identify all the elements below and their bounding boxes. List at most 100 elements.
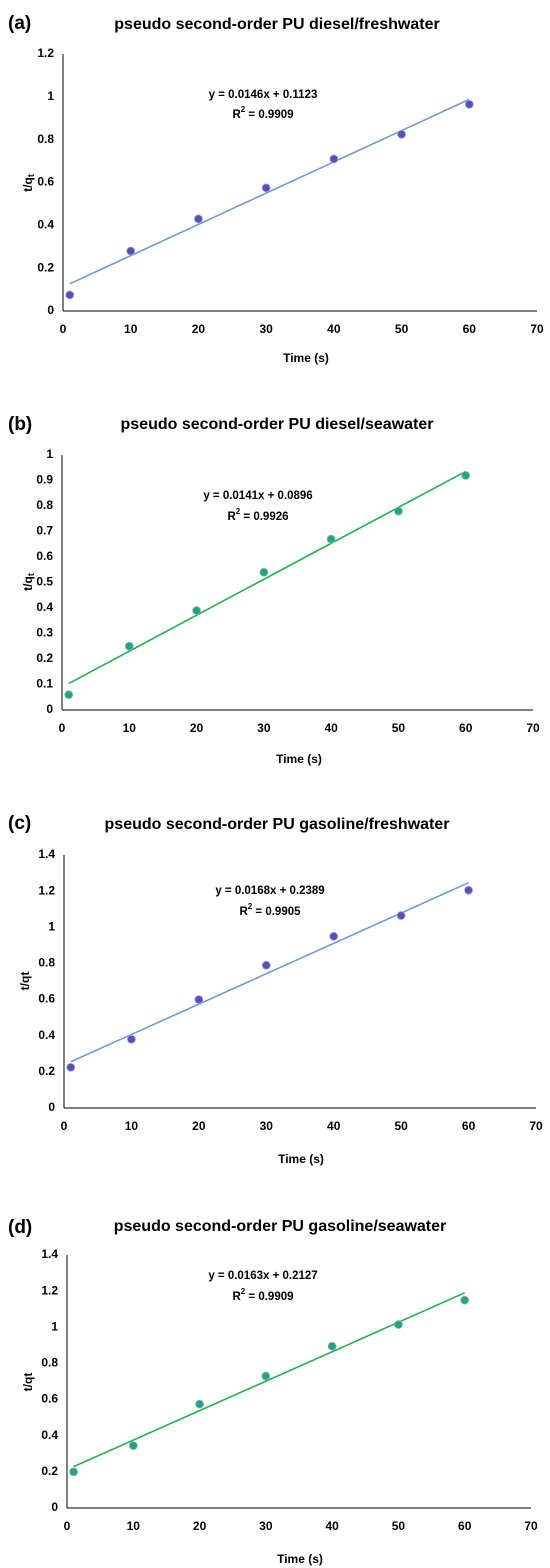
- y-tick-label: 1.2: [38, 883, 55, 897]
- r-squared-label: R2 = 0.9905: [239, 902, 301, 918]
- x-tick-label: 30: [260, 1119, 274, 1133]
- x-tick-label: 50: [392, 721, 406, 735]
- y-tick-label: 0: [48, 1100, 55, 1114]
- trendline: [68, 470, 467, 685]
- data-point: [327, 1341, 337, 1351]
- data-point: [124, 641, 134, 651]
- y-tick-label: 0: [47, 303, 54, 317]
- x-tick-label: 60: [463, 322, 477, 336]
- data-point: [65, 290, 75, 300]
- r-squared-symbol: R: [232, 1291, 241, 1303]
- x-tick-label: 60: [458, 1519, 472, 1533]
- x-tick-label: 10: [125, 1119, 139, 1133]
- r-squared-superscript: 2: [248, 902, 253, 911]
- y-tick-label: 0.6: [36, 549, 53, 563]
- x-tick-label: 40: [327, 322, 341, 336]
- x-tick-label: 10: [124, 322, 138, 336]
- y-tick-label: 0: [46, 702, 53, 716]
- x-tick-label: 50: [395, 322, 409, 336]
- data-point: [194, 995, 204, 1004]
- x-tick-label: 70: [526, 721, 540, 735]
- x-tick-label: 50: [392, 1519, 406, 1533]
- y-tick-label: 0.6: [37, 175, 54, 189]
- y-tick-label: 0.5: [36, 575, 53, 589]
- y-tick-label: 0.4: [37, 218, 54, 232]
- y-tick-label: 1: [46, 447, 53, 461]
- data-point: [460, 1295, 470, 1305]
- y-tick-label: 0.9: [36, 473, 53, 487]
- x-tick-label: 0: [59, 721, 66, 735]
- x-axis-title: Time (s): [283, 351, 329, 365]
- data-point: [261, 960, 271, 970]
- y-tick-label: 1.2: [41, 1283, 58, 1297]
- data-point: [261, 183, 271, 193]
- y-tick-label: 0.8: [37, 132, 54, 146]
- r-squared-symbol: R: [232, 109, 241, 121]
- y-tick-label: 0.2: [36, 651, 53, 665]
- y-axis-title: t/qt: [21, 1373, 35, 1392]
- x-tick-label: 0: [61, 1119, 68, 1133]
- r-squared-value: = 0.9926: [240, 511, 288, 523]
- x-tick-label: 60: [462, 1119, 476, 1133]
- trendline: [69, 98, 470, 285]
- x-tick-label: 30: [257, 721, 271, 735]
- x-tick-label: 70: [529, 1119, 543, 1133]
- y-tick-label: 0.8: [36, 498, 53, 512]
- x-tick-label: 10: [127, 1519, 141, 1533]
- x-axis-title: Time (s): [278, 1152, 324, 1166]
- data-point: [394, 1320, 403, 1329]
- trendline-equation: y = 0.0163x + 0.2127: [208, 1270, 317, 1282]
- data-point: [464, 885, 473, 895]
- trendline-equation: y = 0.0168x + 0.2389: [215, 885, 324, 897]
- y-tick-label: 0.4: [41, 1428, 58, 1442]
- data-point: [127, 1034, 136, 1044]
- y-tick-label: 0.6: [41, 1392, 58, 1406]
- x-tick-label: 30: [259, 1519, 273, 1533]
- x-axis-title: Time (s): [276, 752, 322, 766]
- y-tick-label: 1.4: [38, 847, 55, 861]
- data-point: [397, 129, 406, 139]
- data-point: [461, 470, 471, 480]
- y-axis-title: t/qt: [18, 972, 32, 991]
- r-squared-symbol: R: [239, 906, 248, 918]
- data-point: [126, 246, 136, 256]
- x-tick-label: 10: [123, 721, 137, 735]
- y-axis-title-main: t/q: [21, 576, 35, 591]
- x-tick-label: 30: [259, 322, 273, 336]
- x-tick-label: 20: [190, 721, 204, 735]
- chart-title: pseudo second-order PU diesel/seawater: [121, 416, 434, 433]
- y-tick-label: 0.6: [38, 992, 55, 1006]
- y-tick-label: 0.7: [36, 524, 53, 538]
- y-tick-label: 0: [51, 1500, 58, 1514]
- y-tick-label: 0.2: [38, 1064, 55, 1078]
- x-tick-label: 0: [64, 1519, 71, 1533]
- x-tick-label: 0: [60, 322, 67, 336]
- data-point: [194, 214, 203, 224]
- y-tick-label: 0.4: [38, 1028, 55, 1042]
- r-squared-value: = 0.9909: [245, 109, 293, 121]
- chart-title: pseudo second-order PU gasoline/seawater: [114, 1218, 447, 1235]
- x-tick-label: 40: [327, 1119, 341, 1133]
- y-axis-title-main: t/qt: [21, 1373, 35, 1392]
- y-tick-label: 1.2: [37, 46, 54, 60]
- y-tick-label: 0.4: [36, 600, 53, 614]
- y-axis-title-subscript: t: [26, 174, 36, 177]
- r-squared-superscript: 2: [236, 507, 241, 516]
- y-tick-label: 1: [47, 89, 54, 103]
- panel-label: (b): [8, 414, 32, 435]
- panel-label: (c): [8, 813, 31, 834]
- y-tick-label: 1: [51, 1319, 58, 1333]
- panel-label: (a): [8, 13, 31, 34]
- r-squared-label: R2 = 0.9909: [232, 1287, 293, 1303]
- data-point: [396, 911, 406, 920]
- r-squared-superscript: 2: [241, 105, 246, 114]
- x-tick-label: 20: [193, 1519, 207, 1533]
- y-axis-title-main: t/q: [21, 177, 35, 192]
- r-squared-symbol: R: [227, 511, 236, 523]
- data-point: [394, 506, 403, 516]
- y-tick-label: 1.4: [41, 1247, 58, 1261]
- data-point: [64, 690, 74, 700]
- y-tick-label: 0.8: [38, 956, 55, 970]
- data-point: [128, 1441, 138, 1451]
